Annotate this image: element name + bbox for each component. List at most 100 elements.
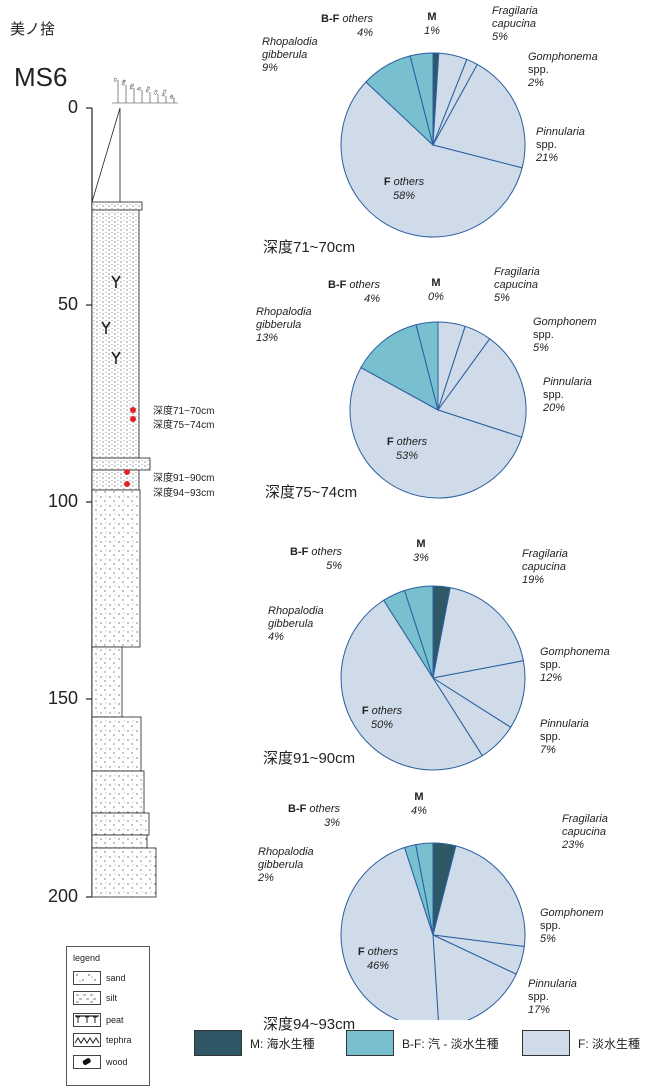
key-swatch-marine	[194, 1030, 242, 1056]
tephra-pattern-icon	[73, 1033, 101, 1047]
slice-label-gomphonem-spp: Gomphonem spp.	[533, 316, 597, 341]
slice-pct-gomphonem-spp: 5%	[533, 342, 549, 354]
pie-slice-pinnularia-spp	[437, 338, 527, 438]
legend-label-silt: silt	[106, 993, 117, 1003]
slice-pct-f-others: 58%	[393, 190, 415, 202]
legend-label-peat: peat	[106, 1015, 124, 1025]
lithology-legend: legend sand silt peat tephra wood	[66, 946, 150, 1086]
pie-slice-f-others	[349, 366, 523, 499]
stratigraphic-column: cl silt vfs fs ms cs vcs gr	[86, 77, 178, 898]
pie-slice-gomphonema-spp	[431, 660, 526, 728]
slice-pct-m: 4%	[411, 805, 427, 817]
key-swatch-freshwater	[522, 1030, 570, 1056]
slice-pct-b-f-others: 4%	[357, 27, 373, 39]
pie-slice-f-others	[340, 599, 483, 771]
slice-label-m: M	[416, 538, 425, 550]
pie-slice-b-f-others	[415, 842, 434, 936]
pie-slice-fragilaria-capucina	[432, 587, 524, 679]
legend-label-wood: wood	[106, 1057, 128, 1067]
slice-label-rhopalodia-gibberula: Rhopalodia gibberula	[268, 605, 324, 630]
slice-pct-b-f-others: 5%	[326, 560, 342, 572]
grain-label-ms: ms	[144, 85, 152, 94]
grain-label-fs: fs	[136, 86, 143, 92]
slice-pct-rhopalodia-gibberula: 13%	[256, 332, 278, 344]
legend-item-tephra: tephra	[73, 1033, 132, 1047]
pie-caption-71-70: 深度71~70cm	[263, 239, 356, 256]
pie-caption-94-93: 深度94~93cm	[263, 1016, 356, 1033]
slice-label-b-f-others: B-F others	[321, 13, 373, 25]
pie-slice-pinnularia-spp	[432, 934, 517, 1020]
slice-label-f-others: F others	[384, 176, 425, 188]
layer-sand-4	[91, 770, 145, 814]
slice-pct-f-others: 53%	[396, 450, 418, 462]
depth-label-50: 50	[57, 294, 78, 314]
slice-label-pinnularia-spp: Pinnularia spp.	[543, 376, 592, 401]
legend-label-tephra: tephra	[106, 1035, 132, 1045]
sample-dot-94-93	[124, 481, 130, 487]
pie-slice-b-f-others	[403, 585, 434, 679]
pie-caption-91-90: 深度91~90cm	[263, 750, 356, 767]
silt-pattern-icon	[73, 991, 101, 1005]
grain-label-cl: cl	[112, 77, 119, 82]
depth-label-200: 200	[47, 886, 78, 906]
slice-label-gomphonema-spp: Gomphonema spp.	[528, 51, 598, 76]
slice-pct-gomphonema-spp: 12%	[540, 672, 562, 684]
grain-label-vcs: vcs	[160, 88, 168, 98]
slice-label-b-f-others: B-F others	[328, 279, 380, 291]
slice-pct-f-others: 50%	[371, 719, 393, 731]
slice-label-fragilaria-capucina: Fragilaria capucina	[492, 5, 538, 30]
slice-label-b-f-others: B-F others	[290, 546, 342, 558]
pie-slice-f-others	[340, 81, 523, 238]
slice-label-pinnularia-spp: Pinnularia spp.	[540, 718, 589, 743]
sand-pattern-icon	[73, 971, 101, 985]
slice-pct-m: 0%	[428, 291, 444, 303]
tephra-marks	[101, 275, 121, 364]
legend-label-sand: sand	[106, 973, 126, 983]
slice-label-pinnularia-spp: Pinnularia spp.	[536, 126, 585, 151]
slice-pct-fragilaria-capucina: 19%	[522, 574, 544, 586]
slice-label-rhopalodia-gibberula: Rhopalodia gibberula	[258, 846, 314, 871]
slice-pct-gomphonem-spp: 5%	[540, 933, 556, 945]
slice-label-gomphonem-spp: Gomphonem spp.	[540, 907, 604, 932]
pie-caption-75-74: 深度75~74cm	[265, 484, 358, 501]
slice-pct-pinnularia-spp: 20%	[542, 402, 565, 414]
slice-pct-fragilaria-capucina: 23%	[561, 839, 584, 851]
legend-item-silt: silt	[73, 991, 117, 1005]
key-label-freshwater: F: 淡水生種	[578, 1036, 640, 1051]
depth-label-150: 150	[47, 688, 78, 708]
depth-label-100: 100	[47, 491, 78, 511]
key-label-marine: M: 海水生種	[250, 1036, 315, 1051]
topsoil-outline	[91, 107, 121, 203]
legend-item-wood: wood	[73, 1055, 128, 1069]
slice-label-f-others: F others	[358, 946, 399, 958]
layer-sand-1	[91, 489, 141, 648]
slice-label-f-others: F others	[387, 436, 428, 448]
sample-label-94-93: 深度94~93cm	[153, 488, 215, 499]
pie-slice-fragilaria-capucina	[432, 845, 526, 948]
slice-pct-f-others: 46%	[367, 960, 389, 972]
slice-pct-b-f-others: 3%	[324, 817, 340, 829]
grain-label-cs: cs	[152, 88, 160, 95]
grain-label-silt: silt	[120, 78, 128, 86]
peat-pattern-icon	[73, 1013, 101, 1027]
slice-label-gomphonema-spp: Gomphonema spp.	[540, 646, 610, 671]
layer-sand-3	[91, 716, 142, 772]
sample-dot-71-70	[130, 407, 136, 413]
grain-label-vfs: vfs	[128, 82, 136, 91]
slice-pct-fragilaria-capucina: 5%	[492, 31, 508, 43]
slice-label-rhopalodia-gibberula: Rhopalodia gibberula	[256, 306, 312, 331]
slice-label-pinnularia-spp: Pinnularia spp.	[528, 978, 577, 1003]
key-label-brackish: B-F: 汽 - 淡水生種	[402, 1036, 499, 1051]
slice-pct-m: 1%	[424, 25, 440, 37]
legend-item-peat: peat	[73, 1013, 124, 1027]
layer-silt-tephra	[91, 209, 140, 459]
pie-slice-b-f-others	[409, 52, 434, 146]
slice-pct-b-f-others: 4%	[364, 293, 380, 305]
sample-markers	[124, 407, 136, 487]
legend-item-sand: sand	[73, 971, 126, 985]
layer-sand-2	[91, 646, 123, 718]
sample-label-91-90: 深度91~90cm	[153, 473, 215, 484]
